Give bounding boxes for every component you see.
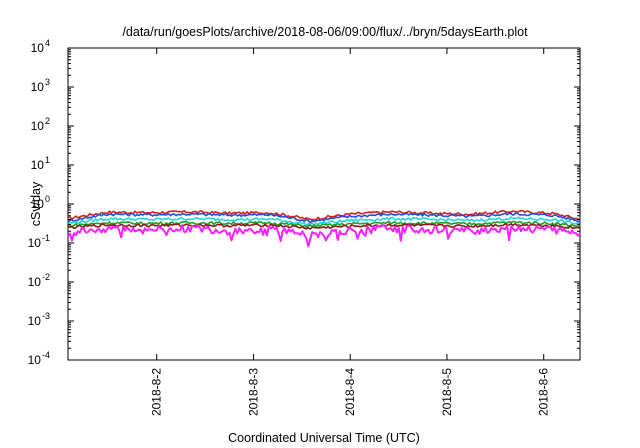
y-tick-label: 10-2 bbox=[28, 272, 50, 289]
y-tick-label: 103 bbox=[31, 77, 50, 94]
series-line bbox=[67, 216, 581, 227]
y-tick-label: 102 bbox=[31, 116, 50, 133]
plot-frame bbox=[67, 47, 581, 361]
y-axis-label: cSv/day bbox=[29, 181, 43, 226]
y-axis: 10-4 10-3 10-2 10-1 100 101 102 103 104 bbox=[28, 38, 580, 367]
chart-title: /data/run/goesPlots/archive/2018-08-06/0… bbox=[122, 25, 528, 39]
x-axis: 2018-8-2 2018-8-3 2018-8-4 2018-8-5 2018-8-6 bbox=[150, 48, 551, 416]
series-line bbox=[67, 212, 581, 224]
y-tick-label: 101 bbox=[31, 155, 50, 172]
y-tick-label: 10-1 bbox=[28, 233, 50, 250]
series-line bbox=[67, 222, 581, 230]
x-tick-label: 2018-8-5 bbox=[440, 368, 454, 416]
x-tick-label: 2018-8-3 bbox=[246, 368, 260, 416]
y-tick-label: 10-4 bbox=[28, 350, 50, 367]
y-tick-label: 10-3 bbox=[28, 311, 50, 328]
y-tick-label: 100 bbox=[31, 194, 50, 211]
series-line bbox=[67, 220, 581, 228]
x-tick-label: 2018-8-6 bbox=[537, 368, 551, 416]
x-tick-label: 2018-8-4 bbox=[343, 368, 357, 416]
series-layer bbox=[67, 209, 581, 248]
series-line bbox=[67, 209, 581, 222]
series-line bbox=[67, 224, 581, 248]
y-tick-label: 104 bbox=[31, 38, 50, 55]
x-tick-label: 2018-8-2 bbox=[150, 368, 164, 416]
x-axis-label: Coordinated Universal Time (UTC) bbox=[228, 431, 420, 445]
